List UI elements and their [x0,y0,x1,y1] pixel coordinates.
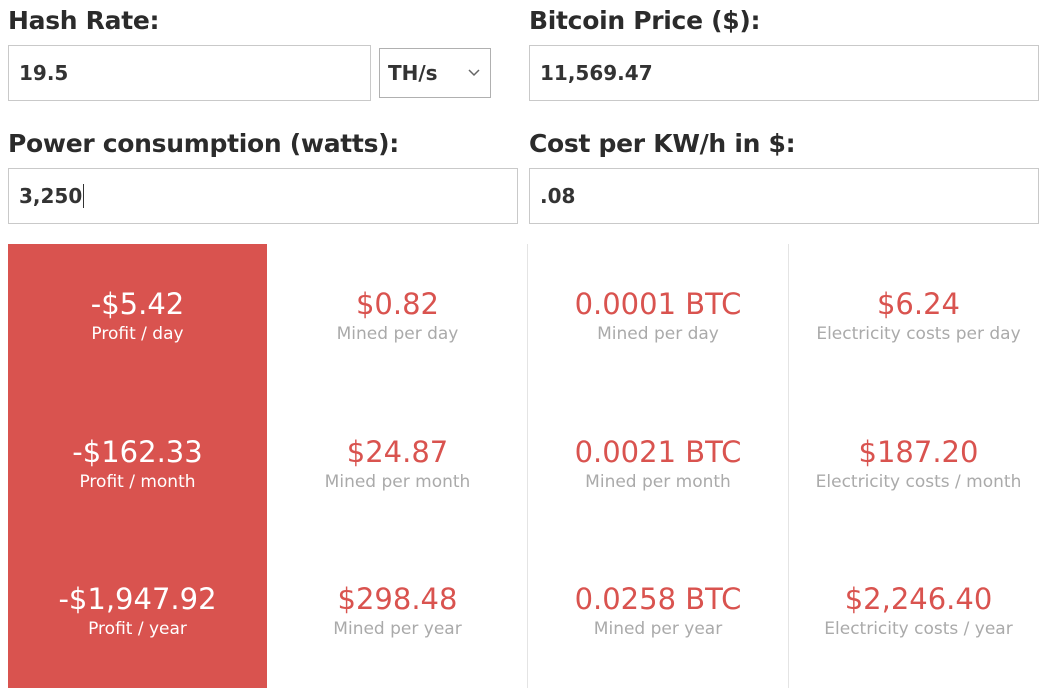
mined-usd-day-value: $0.82 [355,287,440,321]
profit-month-value: -$162.33 [72,435,203,469]
mined-btc-day-value: 0.0001 BTC [574,287,742,321]
hash-rate-unit-select[interactable]: TH/s [379,48,491,98]
profit-day-label: Profit / day [91,324,184,344]
text-cursor [83,184,85,208]
cost-per-kwh-input[interactable]: .08 [529,168,1039,224]
mined-usd-year-cell: $298.48 Mined per year [267,581,528,641]
mined-btc-year-cell: 0.0258 BTC Mined per year [528,581,788,641]
hash-rate-unit-value: TH/s [388,61,438,85]
power-consumption-value: 3,250 [19,184,83,208]
hash-rate-value: 19.5 [19,61,69,85]
electricity-month-value: $187.20 [858,435,979,469]
hash-rate-input[interactable]: 19.5 [8,45,371,101]
mined-btc-month-value: 0.0021 BTC [574,435,742,469]
electricity-column: $6.24 Electricity costs per day $187.20 … [789,244,1048,688]
mined-usd-day-label: Mined per day [336,324,459,344]
electricity-day-label: Electricity costs per day [816,324,1021,344]
mined-usd-month-value: $24.87 [346,435,449,469]
mined-btc-day-cell: 0.0001 BTC Mined per day [528,286,788,346]
electricity-day-value: $6.24 [876,287,961,321]
mined-btc-column: 0.0001 BTC Mined per day 0.0021 BTC Mine… [528,244,788,688]
power-consumption-input[interactable]: 3,250 [8,168,518,224]
column-divider [527,244,528,688]
electricity-month-cell: $187.20 Electricity costs / month [789,434,1048,494]
electricity-day-cell: $6.24 Electricity costs per day [789,286,1048,346]
mined-btc-year-value: 0.0258 BTC [574,582,742,616]
bitcoin-price-label: Bitcoin Price ($): [529,6,761,35]
mined-usd-month-label: Mined per month [324,472,471,492]
cost-per-kwh-label: Cost per KW/h in $: [529,129,796,158]
bitcoin-price-input[interactable]: 11,569.47 [529,45,1039,101]
profit-column: -$5.42 Profit / day -$162.33 Profit / mo… [8,244,267,688]
profit-year-cell: -$1,947.92 Profit / year [8,581,267,641]
mined-btc-day-label: Mined per day [597,324,719,344]
mined-btc-month-label: Mined per month [585,472,731,492]
bitcoin-price-value: 11,569.47 [540,61,653,85]
mined-usd-year-value: $298.48 [337,582,458,616]
mined-usd-month-cell: $24.87 Mined per month [267,434,528,494]
electricity-year-label: Electricity costs / year [824,619,1013,639]
results-grid: -$5.42 Profit / day -$162.33 Profit / mo… [8,244,1048,688]
profit-day-cell: -$5.42 Profit / day [8,286,267,346]
electricity-month-label: Electricity costs / month [815,472,1022,492]
profit-day-value: -$5.42 [90,287,185,321]
electricity-year-cell: $2,246.40 Electricity costs / year [789,581,1048,641]
column-divider [788,244,789,688]
profit-month-label: Profit / month [79,472,196,492]
mined-usd-year-label: Mined per year [333,619,462,639]
profit-month-cell: -$162.33 Profit / month [8,434,267,494]
chevron-down-icon [468,69,480,77]
mined-usd-column: $0.82 Mined per day $24.87 Mined per mon… [267,244,528,688]
profit-year-value: -$1,947.92 [58,582,217,616]
electricity-year-value: $2,246.40 [844,582,993,616]
mined-btc-month-cell: 0.0021 BTC Mined per month [528,434,788,494]
profit-year-label: Profit / year [88,619,187,639]
mined-btc-year-label: Mined per year [593,619,723,639]
mined-usd-day-cell: $0.82 Mined per day [267,286,528,346]
cost-per-kwh-value: .08 [540,184,576,208]
power-consumption-label: Power consumption (watts): [8,129,399,158]
hash-rate-label: Hash Rate: [8,6,160,35]
